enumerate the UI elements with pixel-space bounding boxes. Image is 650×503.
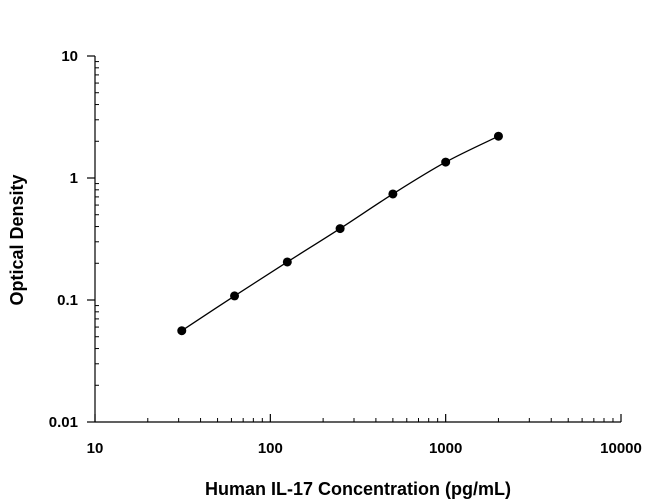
y-tick-label: 0.01 [49,414,78,431]
data-point [177,326,187,336]
x-tick-label: 1000 [429,440,462,457]
series-fit-curve [181,135,499,332]
x-tick-label: 10000 [600,440,642,457]
y-tick-label: 10 [61,48,78,65]
data-point [335,224,345,234]
axes-layer [87,55,622,423]
labels-layer: 10 100 1000 10000 0.01 0.1 1 10 Human IL-17 Conc… [7,48,642,499]
y-axis-title: Optical Density [7,174,27,305]
points-layer [177,131,503,336]
data-point [493,131,503,141]
x-tick-label: 100 [258,440,283,457]
x-tick-label: 10 [87,440,104,457]
data-point [388,189,398,199]
x-axis-title: Human IL-17 Concentration (pg/mL) [205,479,511,499]
y-tick-label: 1 [70,170,78,187]
data-point [230,291,240,301]
y-tick-label: 0.1 [57,292,78,309]
data-point [441,157,451,167]
curve-layer [181,135,499,332]
data-point [282,257,292,267]
